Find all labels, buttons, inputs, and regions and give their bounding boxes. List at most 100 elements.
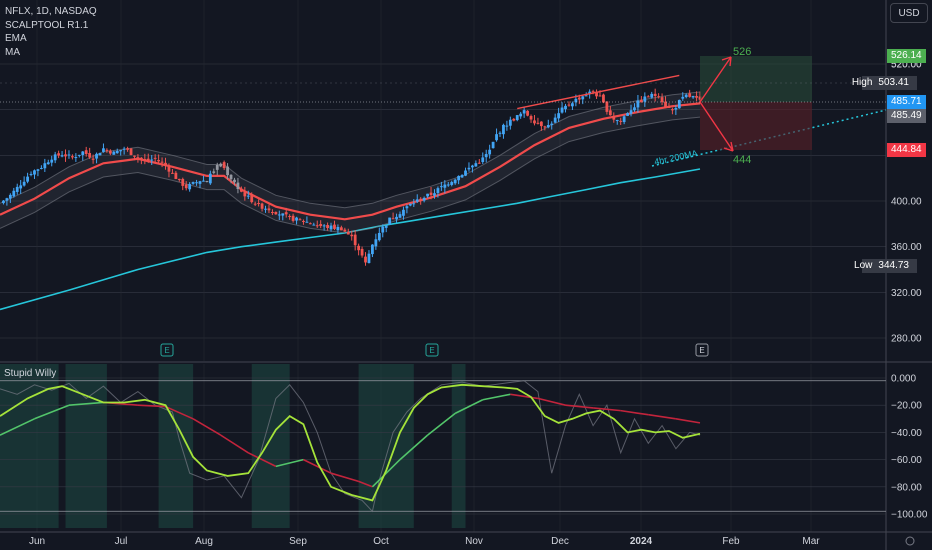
candle-body bbox=[188, 184, 192, 190]
indicator-ma[interactable]: MA bbox=[5, 46, 20, 58]
currency-button[interactable]: USD bbox=[890, 3, 928, 23]
willy-raw-line bbox=[0, 380, 701, 513]
candle-body bbox=[236, 182, 240, 190]
target-box bbox=[700, 56, 812, 102]
candle-body bbox=[646, 96, 650, 98]
candle-body bbox=[26, 176, 29, 182]
candle-body bbox=[77, 154, 81, 156]
candle-body bbox=[108, 150, 112, 154]
candle-body bbox=[529, 116, 533, 120]
candle-body bbox=[502, 124, 505, 135]
willy-signal-segment bbox=[303, 458, 332, 474]
price-tick-overlap: 520.00 bbox=[891, 59, 922, 70]
candle-body bbox=[243, 192, 247, 197]
time-tick-label: Mar bbox=[802, 536, 820, 547]
candle-body bbox=[50, 159, 54, 163]
candle-body bbox=[388, 217, 392, 225]
candle-body bbox=[553, 117, 557, 123]
candle-body bbox=[257, 202, 261, 204]
target-arrowhead bbox=[721, 56, 732, 67]
willy-zone bbox=[0, 364, 59, 528]
candle-body bbox=[39, 167, 43, 169]
candle-body bbox=[419, 198, 423, 201]
candle-body bbox=[319, 224, 323, 227]
low-tag: Low 344.73 bbox=[854, 259, 917, 273]
candle-body bbox=[608, 110, 612, 116]
candle-body bbox=[467, 167, 471, 170]
candle-body bbox=[343, 229, 347, 232]
earnings-marker bbox=[425, 343, 439, 357]
candle-body bbox=[639, 99, 643, 103]
willy-signal-segment bbox=[565, 404, 594, 409]
high-label: High bbox=[851, 77, 873, 88]
willy-signal-segment bbox=[482, 393, 511, 401]
candle-body bbox=[181, 178, 185, 186]
willy-signal-segment bbox=[454, 399, 484, 415]
candle-body bbox=[629, 110, 633, 114]
ema-band-fill bbox=[0, 92, 700, 233]
candle-body bbox=[695, 96, 698, 98]
candle-body bbox=[333, 224, 336, 229]
candle-body bbox=[239, 188, 243, 192]
candle-body bbox=[308, 223, 312, 225]
candle-body bbox=[391, 218, 395, 220]
candle-body bbox=[326, 225, 329, 228]
candle-body bbox=[691, 95, 695, 98]
willy-signal-segment bbox=[0, 418, 35, 436]
stop-arrow-line bbox=[699, 101, 734, 152]
time-tick-label: Nov bbox=[465, 536, 483, 547]
earnings-marker bbox=[695, 343, 709, 357]
indicator-ema[interactable]: EMA bbox=[5, 33, 27, 44]
candle-body bbox=[5, 198, 9, 201]
candle-body bbox=[374, 239, 378, 247]
candle-body bbox=[122, 148, 126, 150]
candle-body bbox=[295, 217, 298, 221]
candle-body bbox=[488, 149, 492, 155]
price-tick-label: 520.00 bbox=[891, 60, 922, 71]
candle-body bbox=[184, 184, 188, 189]
indicator-scalptool[interactable]: SCALPTOOL R1.1 bbox=[5, 19, 89, 31]
candle-body bbox=[264, 208, 267, 210]
candle-body bbox=[571, 103, 574, 107]
stop-annotation: 444 bbox=[733, 154, 751, 166]
low-label: Low bbox=[854, 260, 873, 271]
time-tick-label: Oct bbox=[373, 536, 389, 547]
willy-zone bbox=[251, 364, 290, 528]
candle-body bbox=[591, 91, 595, 93]
willy-signal-segment bbox=[620, 409, 649, 416]
price-tick-label: 400.00 bbox=[891, 197, 922, 208]
settings-icon bbox=[905, 536, 915, 546]
candle-body bbox=[550, 123, 554, 125]
earnings-marker-label: E bbox=[429, 346, 434, 355]
candle-body bbox=[102, 148, 105, 152]
candle-body bbox=[677, 99, 681, 109]
candle-body bbox=[115, 150, 119, 154]
candle-body bbox=[684, 94, 688, 98]
candle-body bbox=[29, 173, 33, 175]
candle-body bbox=[215, 164, 219, 170]
candle-body bbox=[657, 96, 661, 98]
candle-body bbox=[519, 113, 523, 117]
ma200-line bbox=[0, 168, 701, 311]
candle-body bbox=[543, 126, 547, 128]
candle-body bbox=[360, 248, 364, 256]
candle-body bbox=[619, 120, 623, 122]
willy-signal-segment bbox=[537, 397, 566, 406]
stupid-willy-title[interactable]: Stupid Willy bbox=[4, 368, 57, 379]
willy-tick-label: −80.00 bbox=[891, 482, 922, 493]
candle-body bbox=[60, 155, 64, 157]
candle-body bbox=[305, 221, 309, 223]
candle-body bbox=[88, 153, 92, 158]
candle-body bbox=[605, 101, 609, 112]
candle-body bbox=[422, 197, 426, 201]
symbol-title[interactable]: NFLX, 1D, NASDAQ bbox=[5, 6, 97, 17]
candle-body bbox=[222, 162, 226, 169]
candle-body bbox=[53, 154, 57, 161]
candle-body bbox=[36, 169, 40, 171]
candle-body bbox=[19, 185, 23, 189]
candle-body bbox=[415, 199, 419, 202]
candle-body bbox=[133, 155, 136, 157]
willy-tick-label: −20.00 bbox=[891, 401, 922, 412]
candle-body bbox=[412, 203, 416, 205]
